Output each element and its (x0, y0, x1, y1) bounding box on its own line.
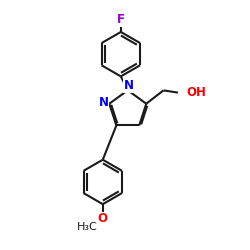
Text: N: N (99, 96, 109, 109)
Text: OH: OH (187, 86, 207, 98)
Text: H₃C: H₃C (76, 222, 97, 232)
Text: N: N (124, 79, 134, 92)
Text: O: O (98, 212, 108, 225)
Text: F: F (117, 13, 125, 26)
